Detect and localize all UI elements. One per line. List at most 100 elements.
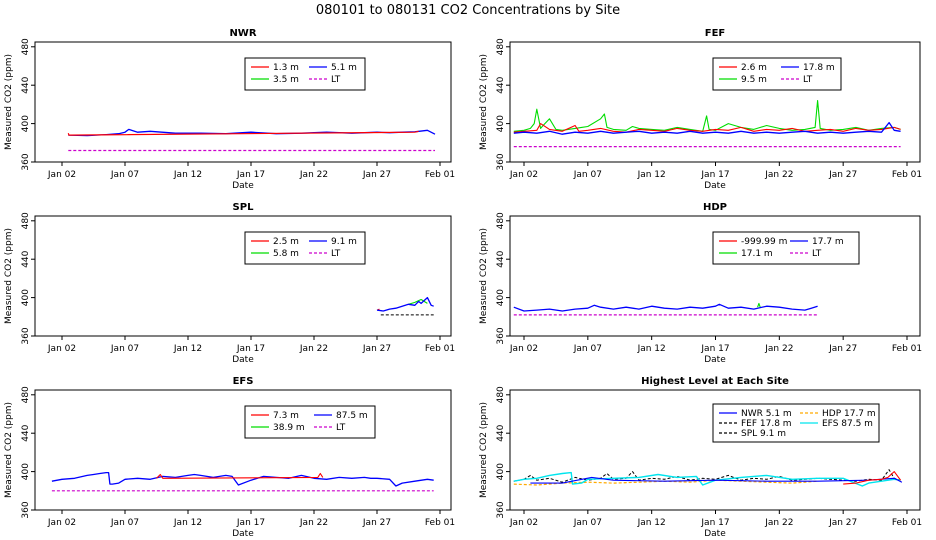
- legend-label: -999.99 m: [741, 237, 787, 247]
- panel-title: EFS: [233, 376, 254, 387]
- x-tick-label: Jan 07: [110, 170, 139, 180]
- legend-label: LT: [331, 75, 341, 85]
- legend-label: 3.5 m: [273, 75, 299, 85]
- series-17-7-m: [513, 303, 818, 312]
- legend-label: HDP 17.7 m: [822, 409, 876, 419]
- legend-box: [244, 57, 366, 91]
- legend-box: [712, 57, 842, 91]
- x-tick-label: Jan 07: [573, 344, 602, 354]
- y-tick-label: 480: [21, 212, 31, 229]
- y-axis-label: Measured CO2 (ppm): [4, 54, 14, 150]
- y-tick-label: 360: [496, 327, 506, 344]
- y-tick-label: 400: [21, 463, 31, 480]
- y-tick-label: 440: [21, 424, 31, 441]
- series-9-5-m: [513, 100, 901, 132]
- legend-label: SPL 9.1 m: [741, 429, 786, 439]
- x-axis-label: Date: [232, 355, 254, 365]
- x-tick-label: Jan 17: [700, 344, 729, 354]
- x-tick-label: Jan 02: [47, 344, 76, 354]
- x-tick-label: Jan 17: [236, 170, 265, 180]
- series-9-1-m: [376, 296, 434, 312]
- legend-label: 7.3 m: [273, 411, 299, 421]
- y-tick-label: 440: [21, 250, 31, 267]
- legend-label: LT: [803, 75, 813, 85]
- panel-fef: FEF Jan 02 Jan 07 Jan 12 Jan 17 Jan 22 Jan 27 F…: [479, 28, 922, 191]
- legend-label: FEF 17.8 m: [741, 419, 792, 429]
- y-tick-label: 440: [496, 250, 506, 267]
- y-tick-label: 400: [21, 289, 31, 306]
- panel-title: SPL: [233, 202, 255, 213]
- x-tick-label: Jan 27: [828, 518, 857, 528]
- x-tick-label: Feb 01: [425, 344, 455, 354]
- plot-frame: [34, 389, 452, 511]
- x-tick-label: Jan 12: [173, 518, 202, 528]
- legend-label: 17.8 m: [803, 63, 835, 73]
- legend-label: 87.5 m: [336, 411, 368, 421]
- y-tick-label: 400: [496, 115, 506, 132]
- y-tick-label: 440: [21, 76, 31, 93]
- series-17-1-m: [757, 302, 761, 308]
- x-tick-label: Jan 27: [362, 170, 391, 180]
- legend: 7.3 m 87.5 m 38.9 m LT: [244, 405, 376, 439]
- series-efs-87-5-m: [513, 471, 901, 487]
- x-tick-label: Jan 07: [573, 518, 602, 528]
- legend-box: [244, 231, 366, 265]
- legend-label: 5.8 m: [273, 249, 299, 259]
- x-tick-label: Feb 01: [892, 344, 922, 354]
- panel-highest-level-at-each-site: Highest Level at Each Site Jan 02 Jan 07 Ja…: [479, 376, 922, 539]
- x-tick-label: Jan 12: [637, 344, 666, 354]
- legend-label: 17.1 m: [741, 249, 773, 259]
- legend-box: [712, 231, 860, 265]
- panel-hdp: HDP Jan 02 Jan 07 Jan 12 Jan 17 Jan 22 Jan 27 F…: [479, 202, 922, 365]
- x-tick-label: Jan 02: [509, 344, 538, 354]
- x-tick-label: Jan 27: [362, 344, 391, 354]
- legend: -999.99 m 17.7 m 17.1 m LT: [712, 231, 860, 265]
- y-tick-label: 400: [21, 115, 31, 132]
- legend-box: [712, 403, 880, 443]
- legend-label: 5.1 m: [331, 63, 357, 73]
- x-tick-label: Jan 02: [509, 170, 538, 180]
- x-tick-label: Jan 22: [764, 170, 793, 180]
- x-tick-label: Jan 02: [509, 518, 538, 528]
- x-axis-label: Date: [704, 181, 726, 191]
- y-tick-label: 480: [496, 212, 506, 229]
- series-87-5-m: [51, 471, 434, 487]
- x-tick-label: Jan 22: [299, 170, 328, 180]
- y-tick-label: 400: [496, 463, 506, 480]
- legend: 1.3 m 5.1 m 3.5 m LT: [244, 57, 366, 91]
- legend-label: LT: [336, 423, 346, 433]
- y-axis-label: Measured CO2 (ppm): [479, 54, 489, 150]
- y-tick-label: 440: [496, 424, 506, 441]
- x-tick-label: Feb 01: [425, 518, 455, 528]
- figure-title: 080101 to 080131 CO2 Concentrations by S…: [316, 3, 620, 18]
- y-tick-label: 480: [496, 38, 506, 55]
- panel-title: HDP: [703, 202, 727, 213]
- x-axis-label: Date: [704, 529, 726, 539]
- x-tick-label: Jan 27: [828, 170, 857, 180]
- series-17-8-m: [513, 121, 901, 135]
- y-tick-label: 440: [496, 76, 506, 93]
- x-axis-label: Date: [232, 181, 254, 191]
- x-tick-label: Jan 22: [299, 518, 328, 528]
- series-7-3-m: [156, 472, 324, 479]
- legend-label: LT: [331, 249, 341, 259]
- legend-label: 2.5 m: [273, 237, 299, 247]
- series-2-6-m: [513, 123, 901, 133]
- legend-label: 1.3 m: [273, 63, 299, 73]
- legend: 2.6 m 17.8 m 9.5 m LT: [712, 57, 842, 91]
- x-tick-label: Jan 27: [828, 344, 857, 354]
- legend: NWR 5.1 m HDP 17.7 m FEF 17.8 m EFS 87.5 m S…: [712, 403, 880, 443]
- panel-nwr: NWR Jan 02 Jan 07 Jan 12 Jan 17 Jan 22 Jan 27 F…: [4, 28, 455, 191]
- y-axis-label: Measured CO2 (ppm): [479, 402, 489, 498]
- y-axis-label: Measured CO2 (ppm): [4, 228, 14, 324]
- x-axis-label: Date: [704, 355, 726, 365]
- x-tick-label: Feb 01: [892, 518, 922, 528]
- x-tick-label: Jan 17: [236, 344, 265, 354]
- x-tick-label: Jan 22: [299, 344, 328, 354]
- x-tick-label: Jan 07: [573, 170, 602, 180]
- plot-frame: [34, 215, 452, 337]
- y-tick-label: 480: [21, 38, 31, 55]
- x-tick-label: Jan 17: [700, 170, 729, 180]
- x-tick-label: Jan 17: [700, 518, 729, 528]
- legend-label: EFS 87.5 m: [822, 419, 873, 429]
